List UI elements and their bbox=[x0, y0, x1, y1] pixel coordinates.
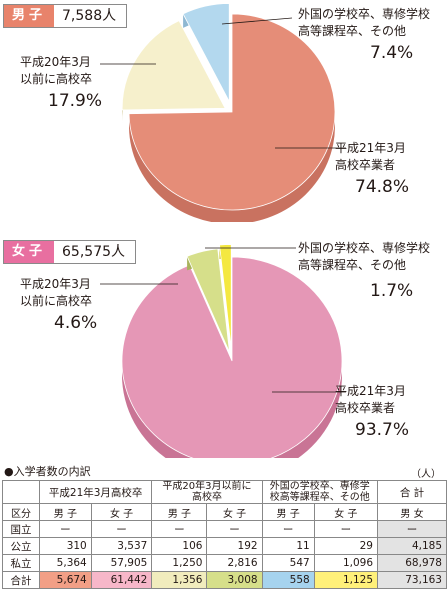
table-corner-cell bbox=[2, 480, 40, 504]
table-cell: 1,250 bbox=[151, 554, 208, 572]
table-cell: ー bbox=[39, 520, 92, 538]
female-slice-2 bbox=[219, 244, 232, 349]
male-label-prior: 平成20年3月 以前に高校卒 17.9% bbox=[20, 54, 102, 112]
table-cell: ー bbox=[377, 520, 447, 538]
male-other-name: 外国の学校卒、専修学校 高等課程卒、その他 bbox=[298, 7, 431, 38]
table-cell: 3,537 bbox=[90, 537, 153, 555]
row-label: 合計 bbox=[2, 571, 40, 589]
female-prior-name: 平成20年3月 以前に高校卒 bbox=[20, 277, 93, 308]
table-cell: 5,364 bbox=[39, 554, 92, 572]
female-label-h21: 平成21年3月 高校卒業者 93.7% bbox=[335, 383, 409, 441]
table-cell: ー bbox=[90, 520, 153, 538]
female-other-name: 外国の学校卒、専修学校 高等課程卒、その他 bbox=[298, 241, 431, 272]
table-cell: 310 bbox=[39, 537, 92, 555]
table-cell: 192 bbox=[206, 537, 263, 555]
table-cell: 558 bbox=[261, 571, 315, 589]
sub-header: 男 子 bbox=[151, 503, 208, 521]
table-cell: 1,096 bbox=[313, 554, 379, 572]
male-badge: 男子 7,588人 bbox=[3, 4, 128, 28]
male-prior-pct: 17.9% bbox=[48, 91, 103, 111]
sub-header: 男 子 bbox=[261, 503, 315, 521]
group-header-total: 合 計 bbox=[377, 480, 447, 504]
table-group-header-row: 平成21年3月高校卒 平成20年3月以前に 高校卒 外国の学校卒、専修学 校高等… bbox=[2, 480, 447, 504]
enrollment-breakdown: ●入学者数の内訳 （人） 平成21年3月高校卒 平成20年3月以前に 高校卒 外… bbox=[0, 463, 447, 601]
male-label-h21: 平成21年3月 高校卒業者 74.8% bbox=[335, 140, 409, 198]
group-header-h20: 平成20年3月以前に 高校卒 bbox=[151, 480, 263, 504]
table-cell: 547 bbox=[261, 554, 315, 572]
table-sub-header-row: 区分 男 子 女 子 男 子 女 子 男 子 女 子 男 女 bbox=[2, 503, 447, 521]
table-cell: ー bbox=[313, 520, 379, 538]
male-pie-chart bbox=[100, 3, 346, 222]
male-total: 7,588人 bbox=[62, 8, 117, 24]
row-label: 公立 bbox=[2, 537, 40, 555]
group-header-h21: 平成21年3月高校卒 bbox=[38, 480, 153, 504]
female-slice-0 bbox=[121, 256, 343, 458]
table-row: 私立 5,364 57,905 1,250 2,816 547 1,096 68… bbox=[2, 554, 447, 572]
table-cell: 29 bbox=[313, 537, 379, 555]
table-cell: 1,356 bbox=[151, 571, 208, 589]
male-h21-name: 平成21年3月 高校卒業者 bbox=[335, 141, 406, 172]
female-pie-chart bbox=[100, 244, 346, 458]
row-label: 国立 bbox=[2, 520, 40, 538]
male-slice-1 bbox=[121, 20, 226, 111]
male-slice-0 bbox=[128, 13, 336, 211]
table-cell: 4,185 bbox=[377, 537, 447, 555]
sub-header: 男 女 bbox=[377, 503, 447, 521]
sub-header: 男 子 bbox=[39, 503, 92, 521]
kubun-header: 区分 bbox=[2, 503, 40, 521]
male-other-pct: 7.4% bbox=[370, 43, 414, 63]
table-cell: 73,163 bbox=[377, 571, 447, 589]
female-h21-pct: 93.7% bbox=[355, 420, 410, 440]
group-header-other: 外国の学校卒、専修学 校高等課程卒、その他 bbox=[261, 480, 379, 504]
sub-header: 女 子 bbox=[313, 503, 379, 521]
female-panel: 女子 65,575人 外国の学校卒、専修学校 高等課程卒、その他 1.7% 平成… bbox=[0, 236, 447, 458]
male-label-other: 外国の学校卒、専修学校 高等課程卒、その他 7.4% bbox=[298, 6, 430, 64]
female-other-pct: 1.7% bbox=[370, 281, 414, 301]
male-panel: 男子 7,588人 外国の学校卒、専修学校 高等課程卒、その他 7.4% 平成2… bbox=[0, 0, 447, 222]
male-label: 男子 bbox=[4, 5, 55, 27]
table-unit: （人） bbox=[411, 469, 441, 480]
table-title: ●入学者数の内訳 bbox=[4, 465, 91, 478]
male-leader-line-0 bbox=[221, 17, 293, 25]
table-row-total: 合計 5,674 61,442 1,356 3,008 558 1,125 73… bbox=[2, 571, 447, 589]
table-cell: ー bbox=[261, 520, 315, 538]
female-badge: 女子 65,575人 bbox=[3, 240, 137, 264]
table-cell: 11 bbox=[261, 537, 315, 555]
table-cell: 57,905 bbox=[90, 554, 153, 572]
male-slice-2 bbox=[182, 3, 230, 102]
table-cell: 1,125 bbox=[313, 571, 379, 589]
female-prior-pct: 4.6% bbox=[54, 313, 98, 333]
female-label-other: 外国の学校卒、専修学校 高等課程卒、その他 1.7% bbox=[298, 240, 430, 302]
table-row: 公立 310 3,537 106 192 11 29 4,185 bbox=[2, 537, 447, 555]
row-label: 私立 bbox=[2, 554, 40, 572]
table-cell: 5,674 bbox=[39, 571, 92, 589]
female-total: 65,575人 bbox=[62, 244, 126, 260]
table-cell: 68,978 bbox=[377, 554, 447, 572]
table-cell: 3,008 bbox=[206, 571, 263, 589]
male-prior-name: 平成20年3月 以前に高校卒 bbox=[20, 55, 93, 86]
female-slice-1 bbox=[186, 248, 230, 353]
table-row: 国立 ー ー ー ー ー ー ー bbox=[2, 520, 447, 538]
table-cell: ー bbox=[151, 520, 208, 538]
male-h21-pct: 74.8% bbox=[355, 177, 410, 197]
female-h21-name: 平成21年3月 高校卒業者 bbox=[335, 384, 406, 415]
table-cell: 2,816 bbox=[206, 554, 263, 572]
enrollment-table: 平成21年3月高校卒 平成20年3月以前に 高校卒 外国の学校卒、専修学 校高等… bbox=[2, 480, 447, 589]
table-cell: 106 bbox=[151, 537, 208, 555]
female-label-prior: 平成20年3月 以前に高校卒 4.6% bbox=[20, 276, 97, 334]
sub-header: 女 子 bbox=[206, 503, 263, 521]
female-label: 女子 bbox=[4, 241, 55, 263]
sub-header: 女 子 bbox=[90, 503, 153, 521]
table-cell: 61,442 bbox=[90, 571, 153, 589]
table-cell: ー bbox=[206, 520, 263, 538]
